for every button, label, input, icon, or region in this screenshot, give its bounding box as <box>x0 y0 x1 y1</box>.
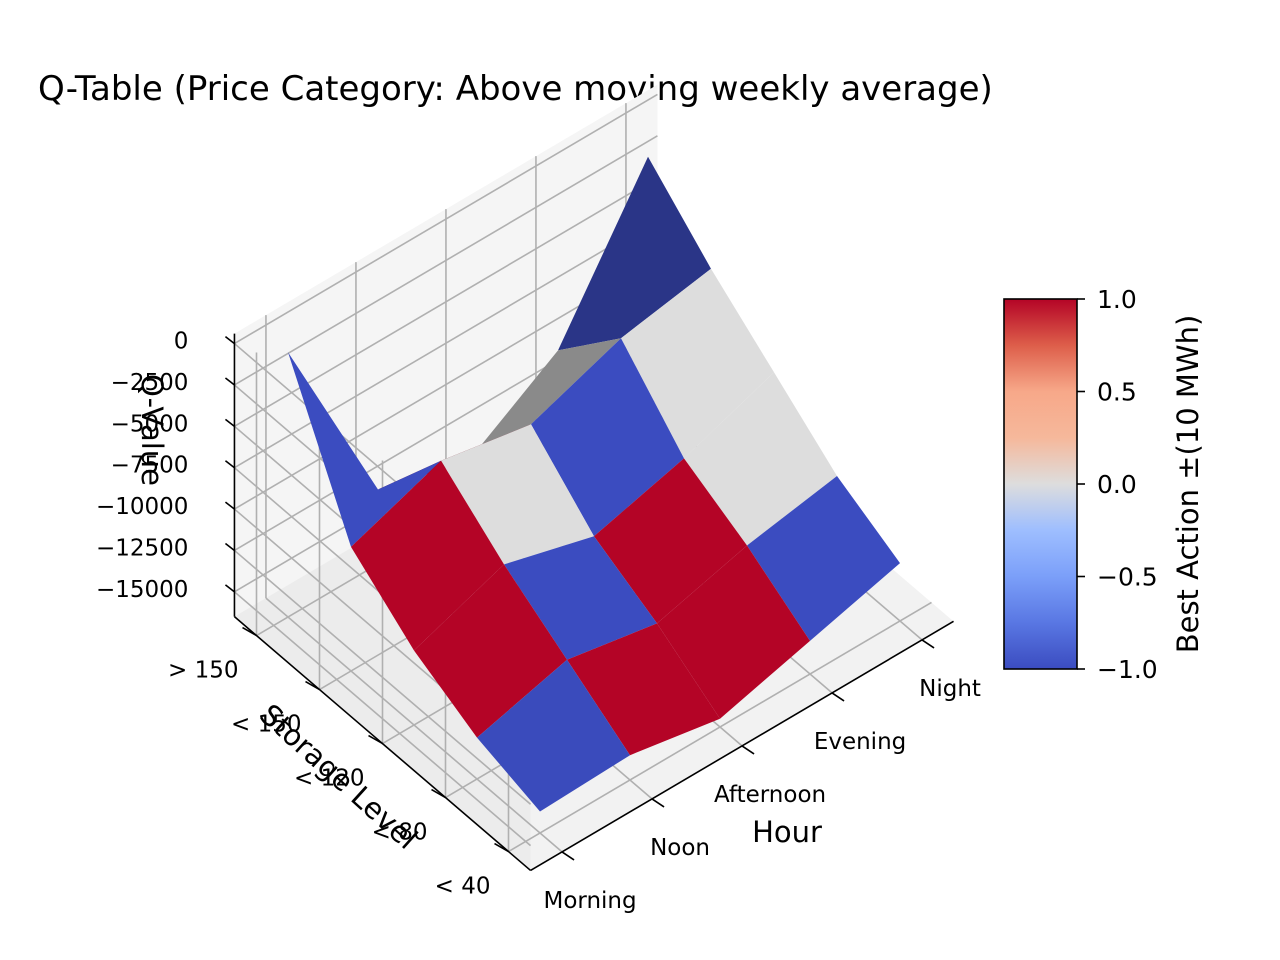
y-tick <box>368 734 383 745</box>
q-value-surface <box>288 156 900 812</box>
z-tick <box>224 418 235 427</box>
surface-face-r3-c2 <box>468 338 621 462</box>
surface-face-r1-c1 <box>504 536 657 660</box>
back-grid-z <box>234 135 658 386</box>
surface-face-r0-c3 <box>747 476 900 641</box>
x-tick-label: Afternoon <box>714 782 826 808</box>
y-tick <box>242 626 257 637</box>
z-tick-label: −10000 <box>96 494 188 520</box>
y-axis-line <box>233 616 532 872</box>
x-tick-label: Night <box>919 676 981 702</box>
surface-face-r2-c0 <box>351 460 504 651</box>
colorbar-tick-label: 0.0 <box>1097 470 1137 499</box>
colorbar-tick-label: −0.5 <box>1097 563 1158 592</box>
y-tick-label: < 80 <box>372 820 428 846</box>
z-tick-label: −12500 <box>96 535 188 561</box>
y-tick <box>305 680 320 691</box>
surface-face-r1-c3 <box>684 372 837 546</box>
colorbar: 1.0 0.5 0.0 −0.5 −1.0 Best Action ±(10 MWh) <box>1003 285 1205 684</box>
surface-face-r2-c2 <box>531 338 684 537</box>
z-tick-label: −2500 <box>111 370 189 396</box>
surface-face-r0-c1 <box>567 623 720 756</box>
surface-face-r0-c2 <box>657 545 810 719</box>
surface-face-r2-c1 <box>441 424 594 565</box>
x-tick-label: Morning <box>543 888 636 914</box>
x-tick <box>741 745 755 755</box>
surface-face-r3-c0 <box>288 352 441 547</box>
colorbar-label: Best Action ±(10 MWh) <box>1171 315 1205 654</box>
z-tick <box>224 460 235 469</box>
z-tick <box>224 377 235 386</box>
z-tick-label: 0 <box>174 329 189 355</box>
back-grid-z <box>234 217 658 469</box>
y-tick-label: < 150 <box>231 712 301 738</box>
y-tick-label: < 40 <box>435 874 491 900</box>
z-tick <box>224 335 235 345</box>
z-axis-label: Q-Value <box>135 374 169 486</box>
z-tick-label: −5000 <box>111 411 189 437</box>
colorbar-tick-label: 1.0 <box>1097 285 1137 314</box>
surface-face-r2-c3 <box>621 268 774 459</box>
x-tick-label: Evening <box>814 729 906 755</box>
chart-title: Q-Table (Price Category: Above moving we… <box>38 69 993 109</box>
z-tick <box>224 542 235 552</box>
surface-face-r1-c0 <box>414 564 567 738</box>
y-tick-label: > 150 <box>168 658 238 684</box>
z-tick <box>224 584 235 593</box>
surface-face-r1-c2 <box>594 458 747 624</box>
colorbar-gradient <box>1003 298 1078 670</box>
x-tick <box>561 851 575 861</box>
x-tick <box>651 798 665 808</box>
z-tick <box>224 501 235 510</box>
back-grid-z <box>233 591 532 847</box>
y-tick-label: < 120 <box>294 766 364 792</box>
y-tick <box>494 842 509 853</box>
y-tick <box>431 788 446 799</box>
z-tick-label: −15000 <box>96 577 188 603</box>
surface-face-r0-c0 <box>477 659 630 812</box>
x-tick <box>921 639 935 649</box>
z-tick-label: −7500 <box>111 453 189 479</box>
back-grid-z <box>234 93 658 345</box>
x-axis-label: Hour <box>752 815 822 849</box>
colorbar-tick-label: −1.0 <box>1097 655 1158 684</box>
surface-face-r3-c3 <box>558 156 711 351</box>
x-tick <box>831 692 845 702</box>
axes: Morning Noon Afternoon Evening Night < 40 < 80… <box>96 329 981 914</box>
colorbar-tick-label: 0.5 <box>1097 378 1137 407</box>
x-tick-label: Noon <box>650 835 710 861</box>
back-grid-z <box>233 549 532 805</box>
